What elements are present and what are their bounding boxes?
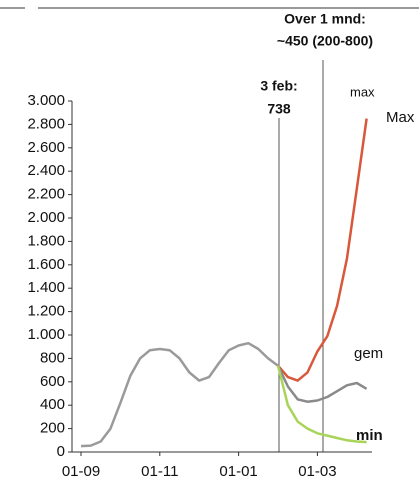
y-tick-label: 2.200	[27, 186, 65, 203]
y-tick-label: 1.200	[27, 303, 65, 320]
y-tick-label: 2.400	[27, 162, 65, 179]
series-line	[80, 341, 279, 448]
x-tick-label: 01-11	[141, 463, 178, 480]
y-tick-label: 800	[40, 349, 65, 366]
series-label: min	[356, 427, 383, 444]
x-tick-label: 01-03	[298, 463, 336, 480]
y-tick-label: 200	[40, 420, 65, 437]
y-tick-label: 600	[40, 373, 65, 390]
series-line	[277, 118, 368, 382]
annotation: 3 feb:	[260, 78, 297, 94]
annotation: 738	[267, 101, 291, 117]
annotation: ~450 (200-800)	[277, 33, 373, 49]
y-tick-label: 400	[40, 396, 65, 413]
annotation: Over 1 mnd:	[284, 11, 366, 27]
annotation: Max	[386, 109, 415, 126]
y-tick-label: 1.000	[27, 326, 65, 343]
y-tick-label: 0	[57, 443, 65, 460]
series-label: gem	[354, 345, 383, 362]
x-tick-label: 01-09	[62, 463, 100, 480]
y-tick-label: 2.600	[27, 139, 65, 156]
series-line	[276, 365, 367, 444]
y-tick-label: 2.000	[27, 209, 65, 226]
y-tick-label: 2.800	[27, 115, 65, 132]
y-tick-label: 1.800	[27, 232, 65, 249]
series-label: max	[350, 84, 375, 99]
series-line	[276, 365, 368, 403]
y-tick-label: 1.400	[27, 279, 65, 296]
y-tick-label: 3.000	[27, 92, 65, 109]
y-tick-label: 1.600	[27, 256, 65, 273]
x-tick-label: 01-01	[219, 463, 257, 480]
